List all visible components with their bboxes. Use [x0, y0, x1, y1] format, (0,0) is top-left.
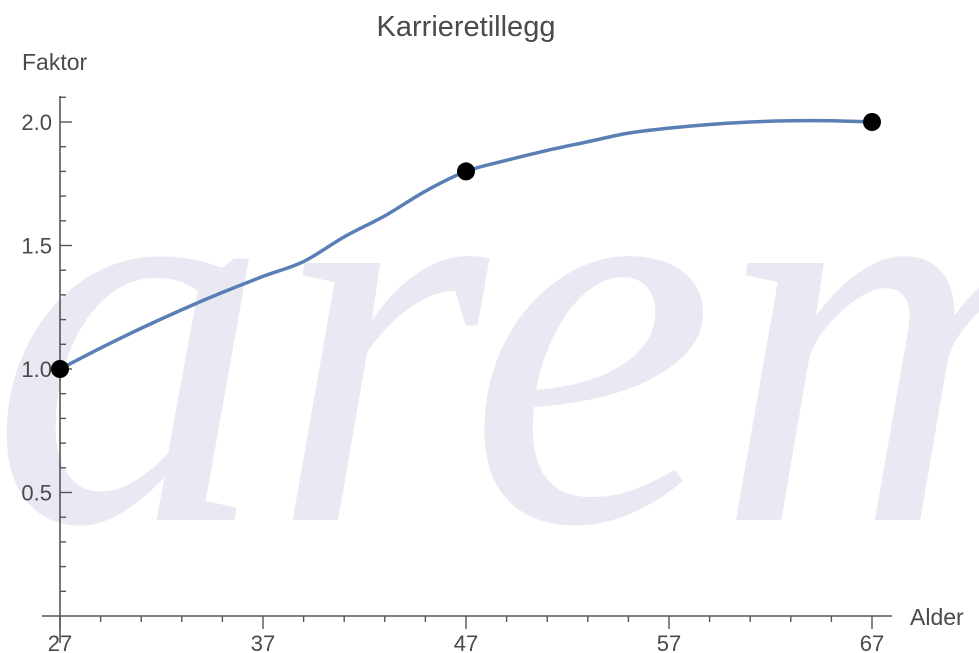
- watermark: arem: [0, 22, 979, 642]
- x-tick-label: 67: [860, 631, 884, 653]
- y-tick-label: 2.0: [21, 110, 52, 135]
- chart-title: Karrieretillegg: [377, 11, 556, 43]
- x-tick-label: 57: [657, 631, 681, 653]
- data-point: [863, 113, 881, 131]
- data-point: [51, 360, 69, 378]
- y-axis-label: Faktor: [22, 49, 88, 75]
- series-layer: [51, 113, 881, 378]
- x-tick-label: 37: [251, 631, 275, 653]
- y-tick-label: 0.5: [21, 481, 52, 506]
- x-axis-label: Alder: [910, 604, 964, 630]
- x-tick-label: 47: [454, 631, 478, 653]
- x-tick-label: 27: [48, 631, 72, 653]
- tick-labels: 27 37 47 57 67 0.5 1.0 1.5 2.0: [21, 110, 884, 653]
- data-point: [457, 162, 475, 181]
- y-tick-label: 1.5: [21, 234, 52, 259]
- y-tick-label: 1.0: [21, 357, 52, 382]
